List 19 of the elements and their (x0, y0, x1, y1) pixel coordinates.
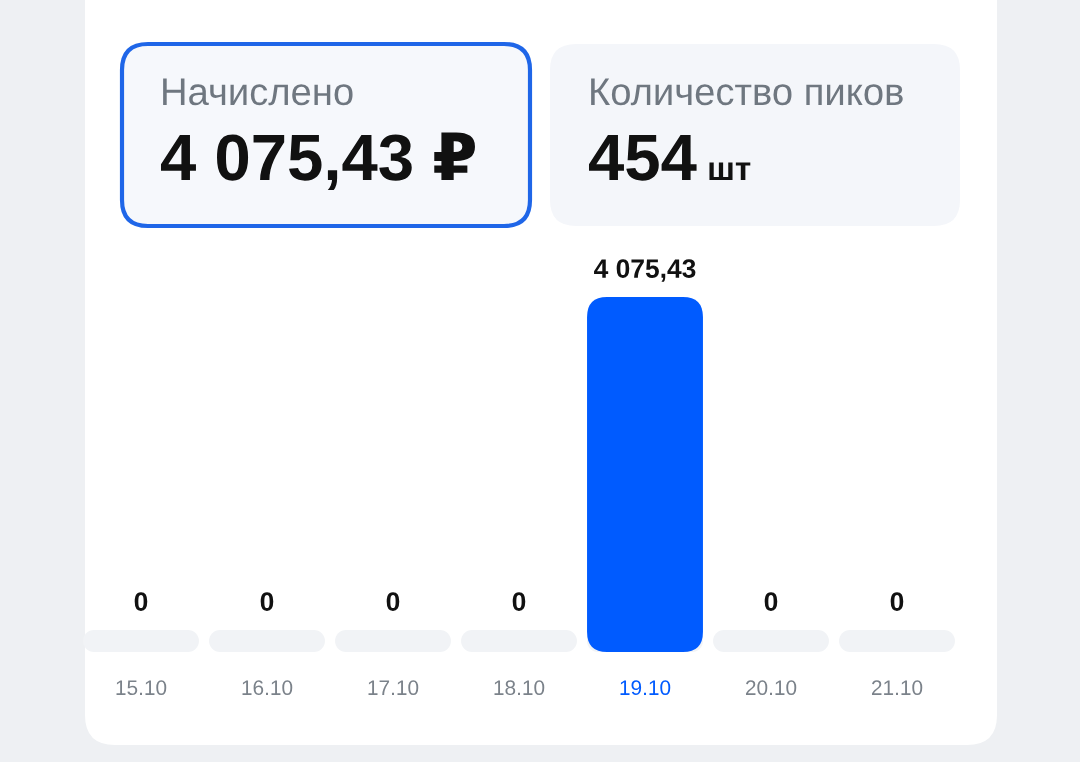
text: 4 075,43 ₽ (160, 132, 475, 191)
data-label: 4 075,43 (594, 259, 696, 282)
x-tick-label: 21.10 (871, 680, 923, 696)
data-label: 0 (386, 592, 400, 611)
text: Количество пиков (591, 78, 903, 106)
text: Начислено (163, 78, 353, 106)
x-tick-label: 16.10 (242, 680, 293, 696)
x-tick-label: 20.10 (745, 680, 797, 696)
data-label: 0 (512, 592, 526, 611)
data-label: 0 (134, 592, 148, 611)
x-tick-label: 19.10 (620, 680, 671, 696)
x-tick-label: 18.10 (494, 680, 545, 696)
data-label: 0 (260, 592, 274, 611)
x-tick-label: 17.10 (368, 680, 419, 696)
text: 454 (588, 135, 697, 181)
data-label: 0 (764, 592, 778, 611)
x-tick-label: 15.10 (116, 680, 167, 696)
text: шт (709, 162, 751, 180)
data-label: 0 (890, 592, 904, 611)
